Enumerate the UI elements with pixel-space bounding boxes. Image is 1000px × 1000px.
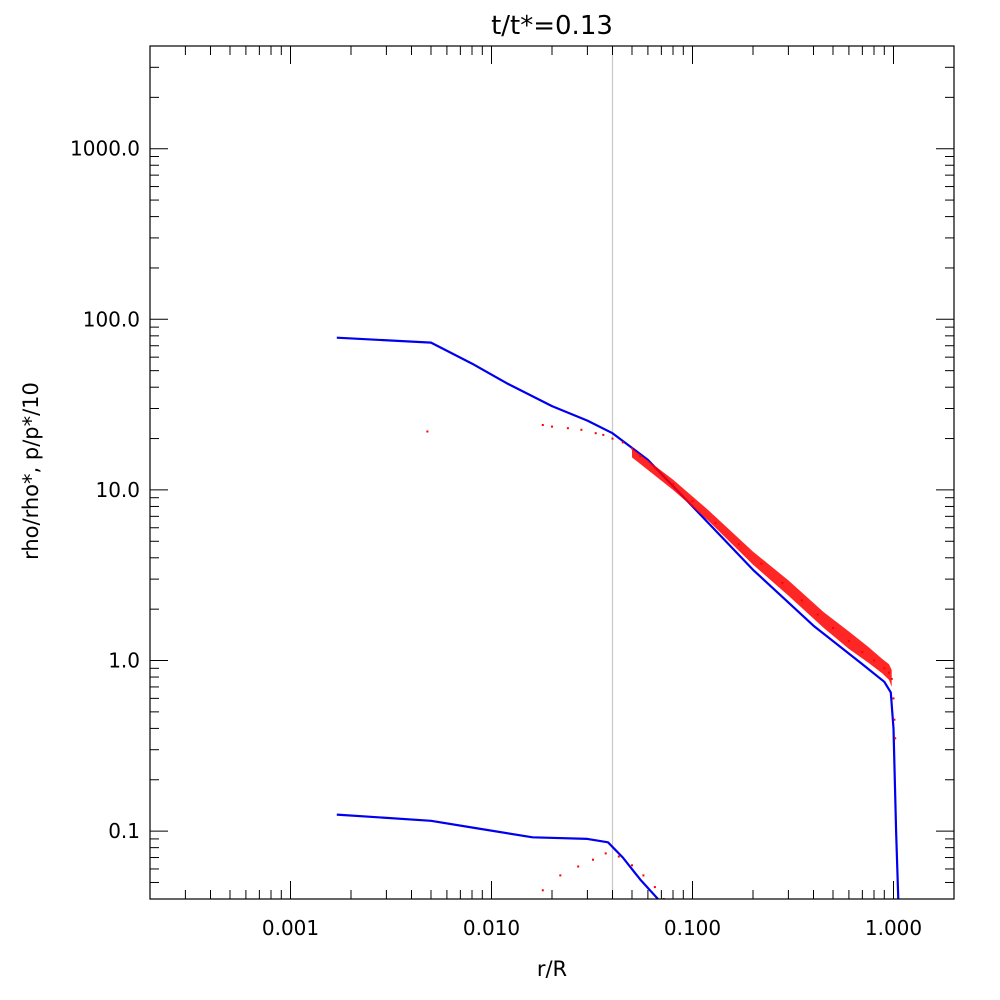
series-2-point — [653, 886, 656, 889]
series-2-point — [541, 889, 544, 892]
y-tick-label: 100.0 — [83, 307, 140, 331]
x-tick-label: 0.010 — [463, 916, 520, 940]
series-1-line — [336, 813, 660, 899]
series-2-point — [594, 432, 597, 435]
series-2-point — [580, 428, 583, 431]
series-2-point — [426, 430, 429, 433]
series-2-point — [611, 437, 614, 440]
y-tick-label: 1000.0 — [70, 137, 140, 161]
series-2-point — [559, 874, 562, 877]
series-2-point — [541, 424, 544, 426]
x-tick-label: 0.001 — [262, 916, 319, 940]
x-axis-label: r/R — [537, 957, 567, 981]
series-2-point — [892, 697, 895, 700]
series-2-point — [894, 737, 897, 740]
series-3-band — [632, 448, 892, 687]
series-2-point — [551, 425, 553, 428]
data-layer — [336, 336, 900, 899]
series-2-point — [617, 855, 620, 858]
series-2-point — [602, 433, 605, 436]
y-tick-label: 0.1 — [108, 819, 140, 843]
series-2-point — [566, 427, 569, 430]
series-2-point — [631, 864, 633, 867]
series-2-point — [604, 852, 607, 855]
chart-title: t/t*=0.13 — [491, 11, 613, 41]
series-2-point — [642, 874, 645, 877]
x-tick-label: 0.100 — [664, 916, 721, 940]
y-tick-label: 10.0 — [95, 478, 140, 502]
x-tick-label: 1.000 — [865, 916, 922, 940]
series-2-point — [893, 718, 896, 721]
series-2-point — [592, 858, 594, 861]
series-2-point — [621, 441, 624, 444]
y-axis-label: rho/rho*, p/p*/10 — [19, 382, 43, 560]
tick-layer: 0.001 0.010 0.100 1.000 0.1 1.0 10.0 100.0 1000.… — [70, 45, 955, 940]
y-tick-label: 1.0 — [108, 649, 140, 673]
series-2-point — [577, 865, 580, 868]
